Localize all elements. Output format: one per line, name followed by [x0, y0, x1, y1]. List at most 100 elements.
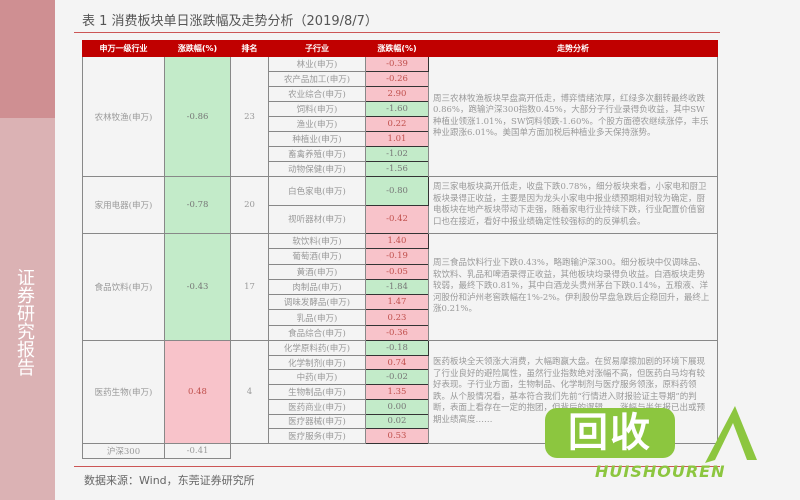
sub-industry-name: 中药(申万) — [268, 369, 366, 386]
sub-industry-change: 2.90 — [365, 86, 429, 102]
column-header: 申万一级行业 — [82, 40, 165, 57]
trend-analysis: 周三食品饮料行业下跌0.43%，略跑输沪深300。细分板块中仅调味品、软饮料、乳… — [428, 232, 718, 342]
sub-industry-name: 饲料(申万) — [268, 101, 366, 117]
sub-industry-change: -1.84 — [365, 278, 429, 296]
sub-industry-change: -0.19 — [365, 248, 429, 265]
sub-industry-change: -0.39 — [365, 56, 429, 72]
industry-change: -0.78 — [164, 176, 231, 234]
column-header: 子行业 — [268, 40, 366, 57]
table-row: 医药商业(申万) 0.00 — [83, 398, 718, 415]
table-row: 种植业(申万) 1.01 — [83, 131, 718, 147]
sub-industry-change: 0.22 — [365, 116, 429, 132]
column-header: 走势分析 — [428, 40, 718, 57]
sub-industry-name: 肉制品(申万) — [268, 278, 366, 296]
sub-industry-name: 乳品(申万) — [268, 309, 366, 326]
table-row: 饲料(申万) -1.60 — [83, 101, 718, 117]
sub-industry-name: 渔业(申万) — [268, 116, 366, 132]
watermark-logo: 回收 HUISHOUREN — [545, 406, 757, 481]
sub-industry-change: 0.00 — [365, 398, 429, 415]
sub-industry-name: 畜禽养殖(申万) — [268, 146, 366, 162]
industry-name: 农林牧渔(申万) — [82, 56, 165, 177]
sub-industry-change: -1.56 — [365, 161, 429, 177]
table-row: 家用电器(申万) -0.78 20 白色家电(申万) -0.80 周三家电板块高开低走，收… — [82, 176, 718, 234]
table-row: 农业综合(申万) 2.90 — [83, 86, 718, 102]
industry-change: -0.43 — [164, 232, 231, 342]
sub-industry-name: 农业综合(申万) — [268, 86, 366, 102]
table-row: 中药(申万) -0.02 — [83, 369, 718, 386]
table-header-row: 申万一级行业 涨跌幅(%) 排名 子行业 涨跌幅(%) 走势分析 — [82, 40, 718, 57]
industry-name: 医药生物(申万) — [82, 340, 165, 444]
sub-industry-change: 1.01 — [365, 131, 429, 147]
industry-rank: 20 — [230, 176, 269, 234]
table-row: 医药生物(申万) 0.48 4 化学原料药(申万) -0.18 医药板块全天领涨大消费，大… — [82, 340, 718, 444]
sub-industry-change: -1.02 — [365, 146, 429, 162]
sub-industry-name: 调味发酵品(申万) — [268, 294, 366, 311]
sub-industry-name: 化学原料药(申万) — [268, 340, 366, 356]
sub-industry-name: 医疗服务(申万) — [268, 428, 366, 444]
watermark-logo-box: 回收 — [545, 408, 675, 458]
table-row: 农产品加工(申万) -0.26 — [83, 71, 718, 87]
industry-rank: 4 — [230, 340, 269, 444]
industry-rank: 17 — [230, 232, 269, 342]
sub-industry-change: -1.60 — [365, 101, 429, 117]
sub-industry-name: 白色家电(申万) — [268, 176, 366, 206]
benchmark-change: -0.41 — [164, 442, 231, 459]
sub-industry-name: 种植业(申万) — [268, 131, 366, 147]
sub-industry-change: 0.74 — [365, 354, 429, 371]
sub-industry-name: 林业(申万) — [268, 56, 366, 72]
sub-industry-change: -0.18 — [365, 340, 429, 356]
table-row: 农林牧渔(申万) -0.86 23 林业(申万) -0.39 周三农林牧渔板块早盘高开低走… — [82, 56, 718, 177]
sub-industry-change: -0.05 — [365, 263, 429, 280]
sub-industry-name: 软饮料(申万) — [268, 232, 366, 250]
sub-industry-name: 医疗器械(申万) — [268, 413, 366, 430]
sub-industry-change: 0.02 — [365, 413, 429, 430]
sub-industry-name: 食品综合(申万) — [268, 324, 366, 342]
table-title: 表 1 消费板块单日涨跌幅及走势分析（2019/8/7） — [82, 14, 378, 29]
sub-industry-name: 葡萄酒(申万) — [268, 248, 366, 265]
watermark-person-icon — [705, 406, 757, 463]
trend-analysis: 周三农林牧渔板块早盘高开低走，博弈情绪浓厚，红绿多次翻转最终收跌0.86%，跑输… — [428, 56, 718, 177]
table-row: 生物制品(申万) 1.35 — [83, 384, 718, 400]
sub-industry-name: 生物制品(申万) — [268, 384, 366, 400]
industry-change: -0.86 — [164, 56, 231, 177]
table-row: 食品综合(申万) -0.36 — [83, 324, 718, 342]
table-row: 食品饮料(申万) -0.43 17 软饮料(申万) 1.40 周三食品饮料行业下跌0.43… — [82, 232, 718, 342]
table-row: 化学制剂(申万) 0.74 — [83, 354, 718, 371]
table-row: 视听器材(申万) -0.42 — [83, 204, 718, 234]
sub-industry-change: -0.80 — [365, 176, 429, 206]
sub-industry-name: 动物保健(申万) — [268, 161, 366, 177]
table-row: 医疗器械(申万) 0.02 — [83, 413, 718, 430]
top-divider — [74, 32, 720, 33]
table-row: 肉制品(申万) -1.84 — [83, 278, 718, 296]
sub-industry-change: -0.36 — [365, 324, 429, 342]
sub-industry-name: 视听器材(申万) — [268, 204, 366, 234]
sub-industry-change: 1.35 — [365, 384, 429, 400]
sub-industry-name: 医药商业(申万) — [268, 398, 366, 415]
table-row: 动物保健(申万) -1.56 — [83, 161, 718, 177]
industry-change: 0.48 — [164, 340, 231, 444]
sub-industry-change: 1.40 — [365, 232, 429, 250]
sidebar-top-band — [0, 0, 55, 118]
industry-rank: 23 — [230, 56, 269, 177]
industry-name: 食品饮料(申万) — [82, 232, 165, 342]
column-header: 涨跌幅(%) — [365, 40, 429, 57]
sector-table: 申万一级行业 涨跌幅(%) 排名 子行业 涨跌幅(%) 走势分析 农林牧渔(申万) -0.8… — [82, 40, 718, 459]
bottom-divider — [74, 466, 720, 467]
watermark-brand: HUISHOUREN — [595, 462, 726, 481]
sidebar-band — [0, 118, 55, 500]
sub-industry-change: 1.47 — [365, 294, 429, 311]
sub-industry-name: 黄酒(申万) — [268, 263, 366, 280]
benchmark-name: 沪深300 — [82, 442, 165, 459]
industry-name: 家用电器(申万) — [82, 176, 165, 234]
sub-industry-change: -0.42 — [365, 204, 429, 234]
sub-industry-change: -0.26 — [365, 71, 429, 87]
sub-industry-change: 0.23 — [365, 309, 429, 326]
column-header: 涨跌幅(%) — [164, 40, 231, 57]
trend-analysis: 周三家电板块高开低走，收盘下跌0.78%，细分板块来看，小家电和厨卫板块录得正收… — [428, 176, 718, 234]
sub-industry-change: -0.02 — [365, 369, 429, 386]
table-row: 乳品(申万) 0.23 — [83, 309, 718, 326]
data-source: 数据来源：Wind，东莞证券研究所 — [84, 474, 255, 487]
column-header: 排名 — [230, 40, 269, 57]
sub-industry-name: 化学制剂(申万) — [268, 354, 366, 371]
sidebar-label: 证券研究报告 — [14, 268, 35, 376]
